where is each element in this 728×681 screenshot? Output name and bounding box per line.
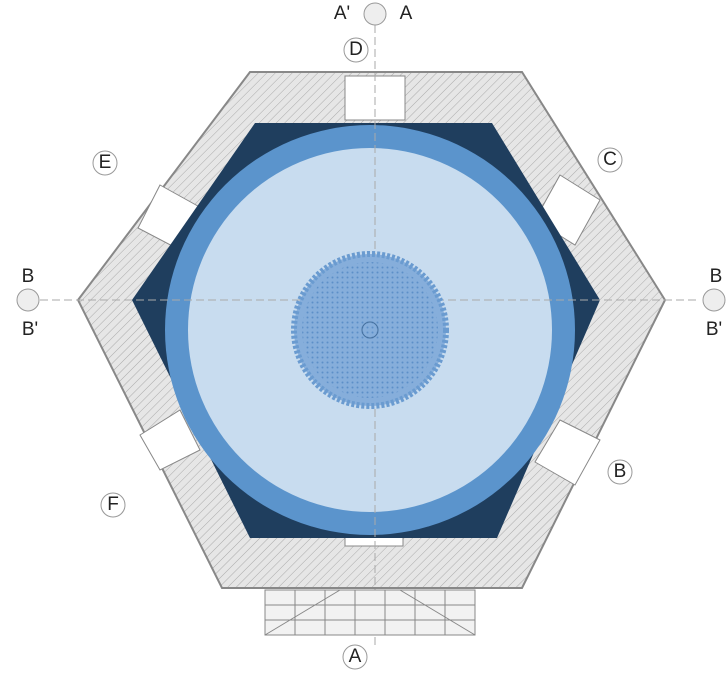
- label: A': [334, 3, 350, 24]
- center-gear-fill: [302, 262, 438, 398]
- label: E: [99, 152, 112, 173]
- stair: [264, 589, 476, 636]
- doorway: [534, 419, 601, 486]
- label: A: [400, 3, 413, 24]
- label-circles: [92, 37, 633, 670]
- label: B: [614, 461, 627, 482]
- label: F: [107, 494, 119, 515]
- label: B': [22, 319, 38, 340]
- section-symbol: [363, 2, 387, 26]
- label: B: [710, 266, 723, 287]
- label: D: [349, 39, 363, 60]
- label: B': [706, 319, 722, 340]
- section-symbol: [16, 288, 40, 312]
- label: C: [603, 149, 617, 170]
- doorway: [139, 409, 201, 471]
- section-symbol: [702, 288, 726, 312]
- center-point: [361, 321, 379, 339]
- label: A: [349, 646, 362, 667]
- label: B: [22, 266, 35, 287]
